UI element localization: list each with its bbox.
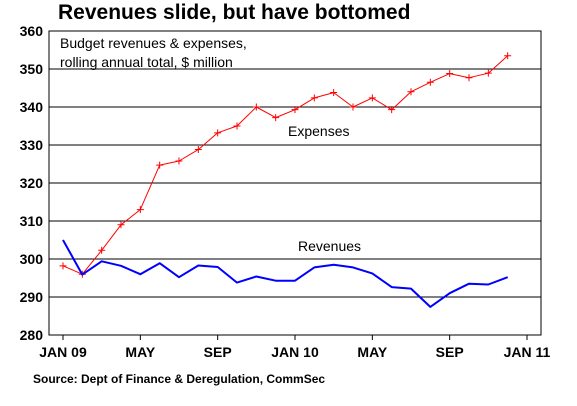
data-point-expenses — [214, 129, 222, 137]
data-point-expenses — [252, 103, 260, 111]
source-note: Source: Dept of Finance & Deregulation, … — [33, 372, 325, 386]
y-tick-label: 340 — [20, 99, 44, 115]
chart-subtitle-line-1: Budget revenues & expenses, — [60, 35, 247, 51]
data-point-expenses — [98, 246, 106, 254]
data-point-expenses — [368, 94, 376, 102]
data-point-expenses — [484, 69, 492, 77]
data-point-expenses — [388, 106, 396, 114]
y-tick-label: 290 — [20, 289, 44, 305]
y-tick-label: 320 — [20, 175, 44, 191]
y-axis: 280 290 300 310 320 330 340 350 360 — [20, 23, 44, 343]
data-point-expenses — [426, 78, 434, 86]
data-point-expenses — [349, 103, 357, 111]
data-point-expenses — [465, 74, 473, 82]
y-tick-label: 300 — [20, 251, 44, 267]
series-label-expenses: Expenses — [288, 123, 349, 139]
data-point-expenses — [504, 52, 512, 60]
chart-title: Revenues slide, but have bottomed — [58, 1, 410, 24]
data-point-expenses — [446, 70, 454, 78]
data-point-expenses — [194, 146, 202, 154]
x-tick-label: MAY — [357, 344, 387, 360]
series-group — [59, 52, 512, 308]
x-tick-label: MAY — [125, 344, 155, 360]
data-point-expenses — [291, 106, 299, 114]
series-line-revenues — [62, 239, 509, 308]
data-point-expenses — [59, 262, 67, 270]
x-tick-label: JAN 09 — [39, 344, 87, 360]
chart-subtitle-line-2: rolling annual total, $ million — [60, 54, 233, 70]
data-point-expenses — [330, 89, 338, 97]
data-point-expenses — [272, 114, 280, 122]
x-tick-label: SEP — [204, 344, 232, 360]
x-axis: JAN 09 MAY SEP JAN 10 MAY SEP JAN 11 — [39, 335, 551, 360]
data-point-expenses — [117, 221, 125, 229]
y-tick-label: 350 — [20, 61, 44, 77]
data-point-expenses — [136, 206, 144, 214]
y-tick-label: 360 — [20, 23, 44, 39]
x-tick-label: JAN 11 — [504, 344, 551, 360]
data-point-expenses — [233, 122, 241, 130]
data-point-expenses — [175, 157, 183, 165]
y-tick-label: 280 — [20, 327, 44, 343]
data-point-expenses — [407, 88, 415, 96]
series-label-revenues: Revenues — [298, 238, 361, 254]
x-tick-label: JAN 10 — [271, 344, 319, 360]
data-point-expenses — [156, 161, 164, 169]
y-tick-label: 310 — [20, 213, 44, 229]
x-tick-label: SEP — [436, 344, 464, 360]
y-tick-label: 330 — [20, 137, 44, 153]
series-line-expenses — [62, 55, 509, 275]
data-point-expenses — [310, 94, 318, 102]
